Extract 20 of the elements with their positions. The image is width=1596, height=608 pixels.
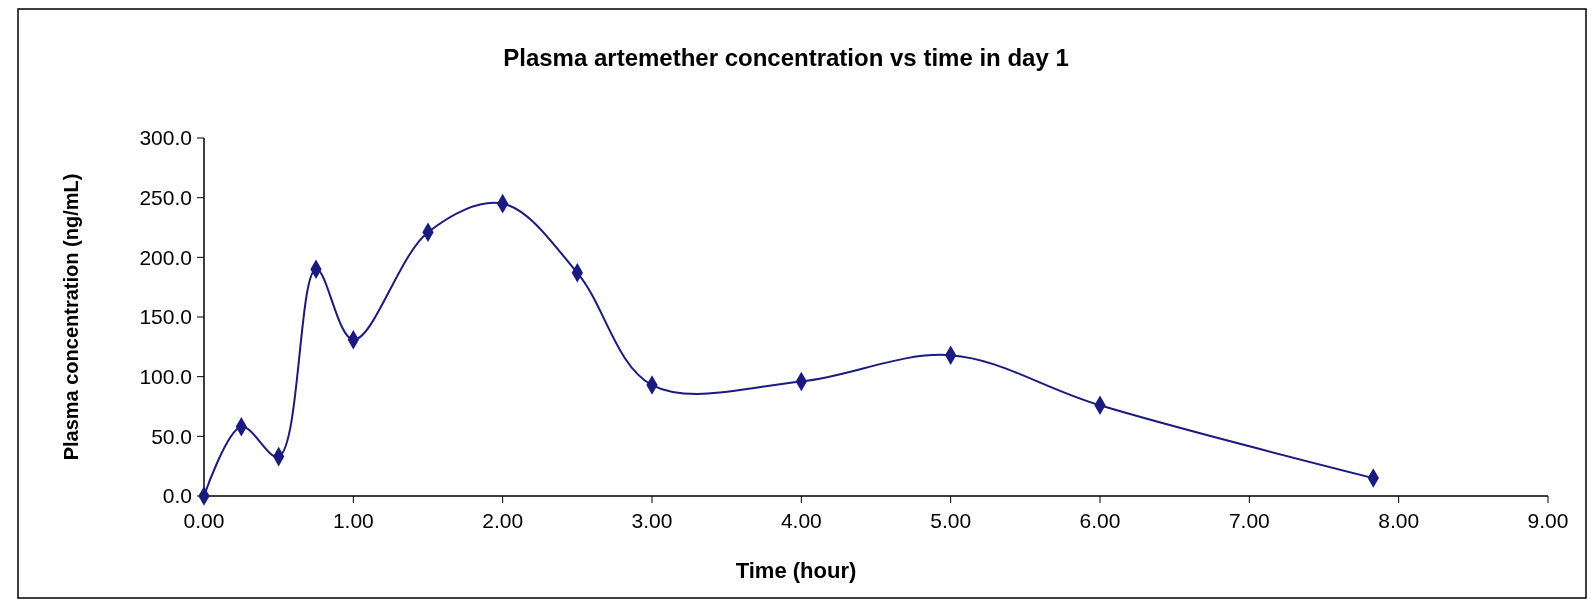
x-tick-label: 5.00 [930, 509, 972, 532]
y-tick-label: 200.0 [139, 245, 192, 269]
x-tick-label: 9.00 [1527, 509, 1569, 532]
x-axis-title: Time (hour) [735, 558, 857, 583]
chart-title: Plasma artemether concentration vs time in day 1 [503, 44, 1069, 71]
x-tick-label: 1.00 [332, 509, 374, 532]
y-axis-title: Plasma concentration (ng/mL) [60, 173, 82, 461]
x-tick-label: 0.00 [183, 509, 225, 532]
x-tick-label: 6.00 [1079, 509, 1121, 532]
y-tick-label: 250.0 [139, 186, 192, 210]
x-tick-label: 2.00 [482, 509, 524, 532]
x-tick-label: 4.00 [780, 509, 822, 532]
x-tick-label: 3.00 [631, 509, 673, 532]
y-tick-label: 150.0 [139, 305, 192, 329]
y-tick-label: 100.0 [139, 365, 192, 389]
y-tick-label: 300.0 [139, 126, 192, 150]
x-tick-label: 8.00 [1378, 509, 1420, 532]
x-tick-label: 7.00 [1228, 509, 1270, 532]
y-tick-label: 50.0 [151, 424, 192, 448]
y-tick-label: 0.0 [162, 484, 192, 508]
